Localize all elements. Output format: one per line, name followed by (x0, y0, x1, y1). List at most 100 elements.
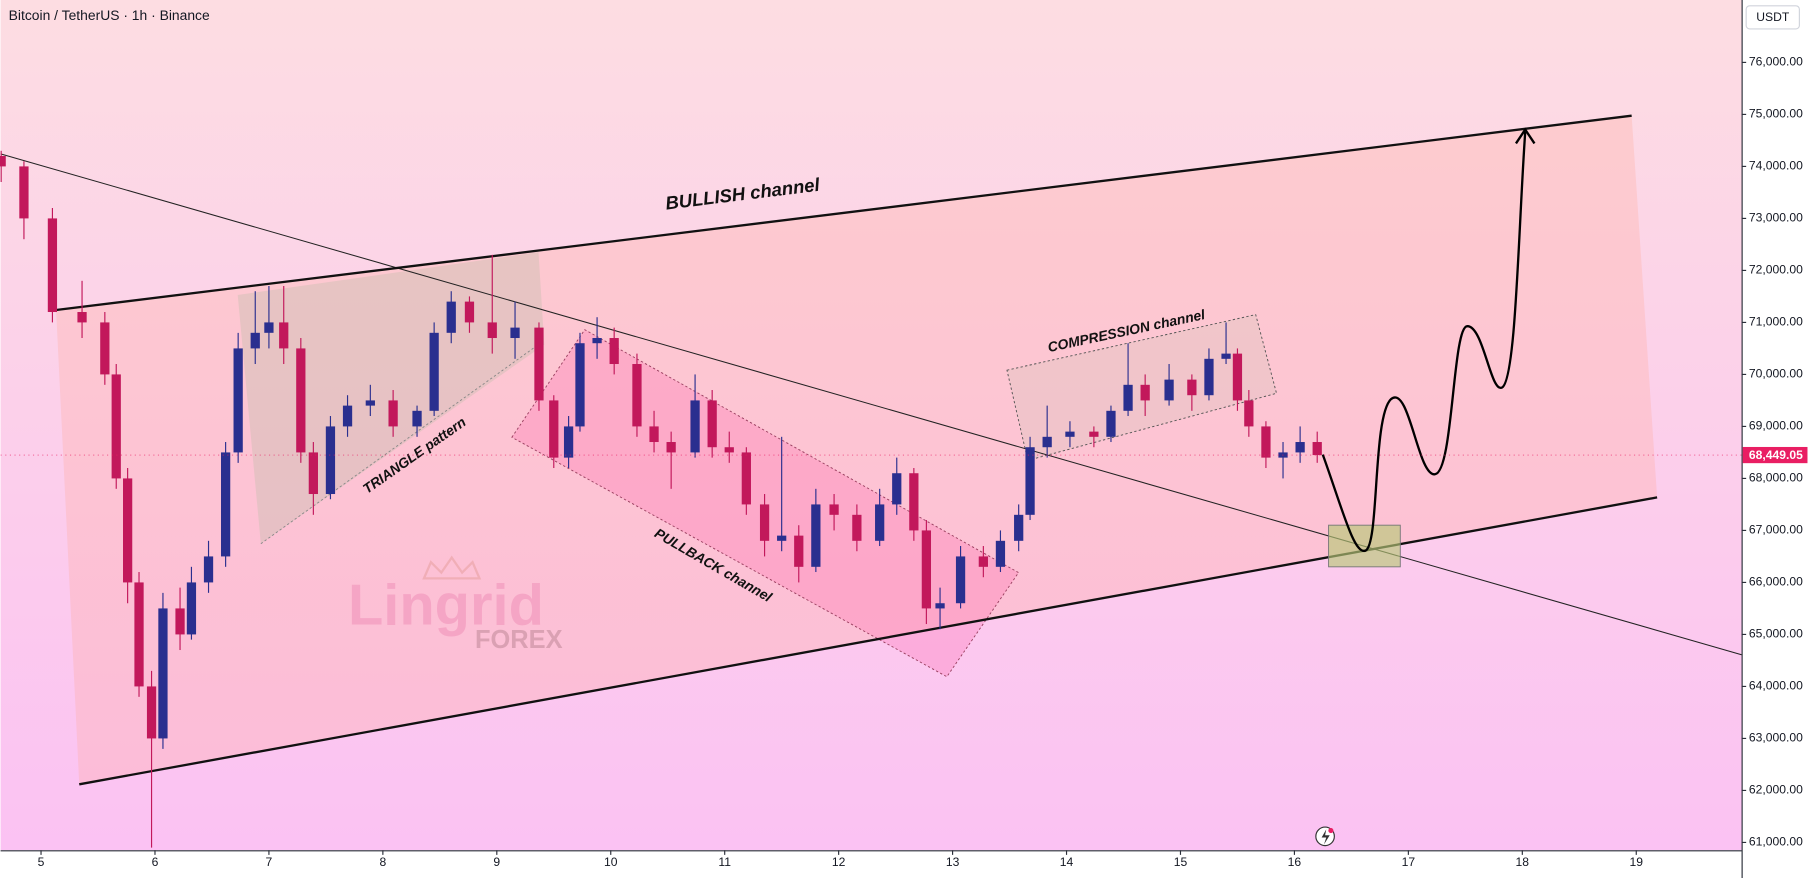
candle-body (892, 473, 902, 505)
watermark-text: Lingrid (348, 574, 544, 638)
candle-body (1140, 384, 1150, 401)
candle-body (279, 322, 289, 349)
candle-body (77, 312, 87, 323)
candle-body (707, 400, 717, 448)
candle-body (978, 556, 988, 567)
plot-background (0, 0, 1742, 851)
candle-body (47, 218, 58, 313)
y-tick-label: 72,000.00 (1749, 263, 1803, 277)
candle-body (1244, 400, 1254, 427)
candle-body (811, 504, 821, 567)
candle-body (563, 426, 574, 458)
candle-body (575, 343, 585, 427)
last-price-tag (1742, 446, 1808, 464)
candle-body (955, 556, 966, 604)
watermark-subtext: FOREX (475, 626, 563, 654)
x-tick-label: 18 (1516, 855, 1530, 869)
x-tick-label: 9 (493, 855, 500, 869)
projection-path (1321, 131, 1527, 552)
candle-body (342, 405, 353, 427)
y-tick-label: 62,000.00 (1749, 783, 1803, 797)
target-zone (1328, 524, 1401, 568)
candle-body (995, 540, 1006, 567)
y-tick-label: 61,000.00 (1749, 835, 1803, 849)
price-axis-panel (1741, 0, 1815, 878)
candle-body (1187, 379, 1197, 396)
x-tick-label: 14 (1060, 855, 1074, 869)
candle-body (388, 400, 398, 427)
currency-label[interactable]: USDT (1756, 10, 1790, 24)
candle-body (549, 400, 559, 458)
y-tick-label: 75,000.00 (1749, 107, 1803, 121)
x-tick-label: 12 (832, 855, 846, 869)
candle-body (464, 301, 475, 323)
candle-body (1106, 410, 1116, 437)
candle-body (609, 338, 619, 365)
candle-body (741, 452, 751, 505)
triangle-edge (260, 346, 536, 545)
candle-body (296, 348, 306, 453)
candle-body (186, 582, 197, 635)
candle-body (1232, 353, 1243, 401)
candle-body (308, 452, 318, 495)
candle-body (921, 530, 932, 609)
descending-trendline (0, 153, 1742, 656)
candle-body (19, 166, 29, 219)
x-tick-label: 17 (1402, 855, 1416, 869)
candles (0, 150, 1322, 848)
candle-body (325, 426, 336, 495)
candle-body (1164, 379, 1174, 401)
candle-body (777, 535, 787, 541)
y-tick-label: 63,000.00 (1749, 731, 1803, 745)
y-tick-label: 65,000.00 (1749, 627, 1803, 641)
candle-body (875, 504, 885, 541)
currency-button[interactable] (1745, 5, 1800, 30)
y-tick-label: 70,000.00 (1749, 367, 1803, 381)
x-tick-label: 10 (604, 855, 618, 869)
y-tick-label: 68,000.00 (1749, 471, 1803, 485)
candle-body (446, 301, 456, 333)
x-tick-label: 16 (1288, 855, 1302, 869)
candle-body (365, 400, 375, 406)
candle-body (510, 327, 520, 339)
candle-body (123, 478, 133, 583)
watermark-crown (422, 555, 482, 580)
candle-body (487, 322, 497, 339)
candle-body (690, 400, 700, 453)
candle-body (534, 327, 544, 401)
y-tick-label: 66,000.00 (1749, 575, 1803, 589)
candle-body (1221, 353, 1231, 359)
candle-body (264, 322, 274, 333)
alert-badge (1328, 828, 1334, 834)
candle-body (412, 410, 422, 427)
alert-icon-bolt (1321, 829, 1330, 845)
y-tick-label: 64,000.00 (1749, 679, 1803, 693)
candle-body (909, 473, 919, 531)
x-tick-label: 11 (718, 855, 731, 869)
y-tick-label: 71,000.00 (1749, 315, 1803, 329)
candle-body (1261, 426, 1271, 458)
candle-body (1123, 384, 1133, 411)
x-tick-label: 13 (946, 855, 960, 869)
candle-body (158, 608, 168, 739)
candle-body (794, 535, 804, 567)
time-axis-panel (0, 850, 1742, 878)
x-tick-label: 5 (38, 855, 45, 869)
candle-body (134, 582, 144, 687)
x-tick-label: 7 (266, 855, 273, 869)
candle-body (220, 452, 231, 557)
candle-body (1204, 358, 1214, 396)
candle-body (175, 608, 185, 635)
watermark: Lingrid FOREX (348, 555, 563, 654)
candle-body (250, 332, 260, 349)
symbol-title: Bitcoin / TetherUS · 1h · Binance (9, 7, 210, 23)
candle-body (233, 348, 243, 453)
candle-body (146, 686, 157, 739)
candle-body (1089, 431, 1099, 437)
y-tick-label: 73,000.00 (1749, 211, 1803, 225)
candle-body (111, 374, 121, 479)
x-tick-label: 6 (152, 855, 159, 869)
y-tick-label: 67,000.00 (1749, 523, 1803, 537)
